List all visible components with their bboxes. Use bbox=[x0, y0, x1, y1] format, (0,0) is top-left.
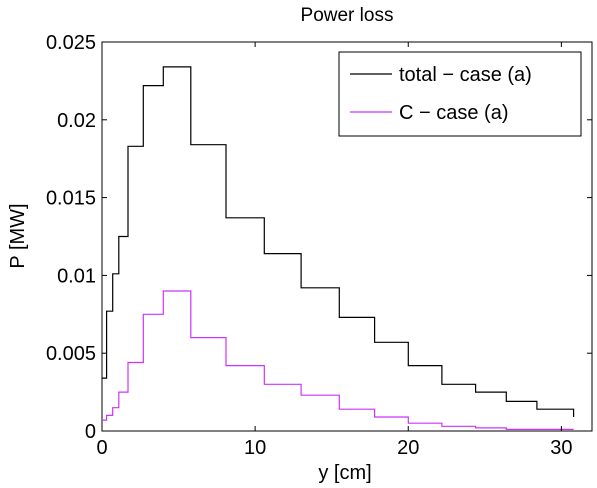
y-tick-label: 0 bbox=[85, 421, 96, 443]
chart-title: Power loss bbox=[301, 5, 394, 26]
x-tick-label: 0 bbox=[96, 437, 107, 459]
y-tick-label: 0.025 bbox=[46, 32, 96, 54]
tick-layer: 0 10 20 30 0 0.005 0.01 0.015 0.02 0.025 bbox=[46, 32, 592, 459]
series-layer bbox=[102, 66, 575, 430]
legend-box bbox=[338, 51, 582, 137]
y-tick-label: 0.005 bbox=[46, 343, 96, 365]
legend: total − case (a) C − case (a) bbox=[338, 51, 582, 137]
y-axis-label: P [MW] bbox=[7, 203, 29, 268]
x-tick-label: 20 bbox=[397, 437, 419, 459]
y-tick-label: 0.01 bbox=[57, 265, 96, 287]
legend-label-c: C − case (a) bbox=[399, 102, 508, 124]
x-tick-label: 30 bbox=[550, 437, 572, 459]
y-tick-label: 0.02 bbox=[57, 110, 96, 132]
legend-label-total: total − case (a) bbox=[399, 64, 532, 86]
series-total-line bbox=[102, 66, 575, 417]
y-tick-label: 0.015 bbox=[46, 188, 96, 210]
x-axis-label: y [cm] bbox=[318, 462, 371, 484]
x-tick-label: 10 bbox=[244, 437, 266, 459]
series-c-line bbox=[102, 290, 574, 430]
